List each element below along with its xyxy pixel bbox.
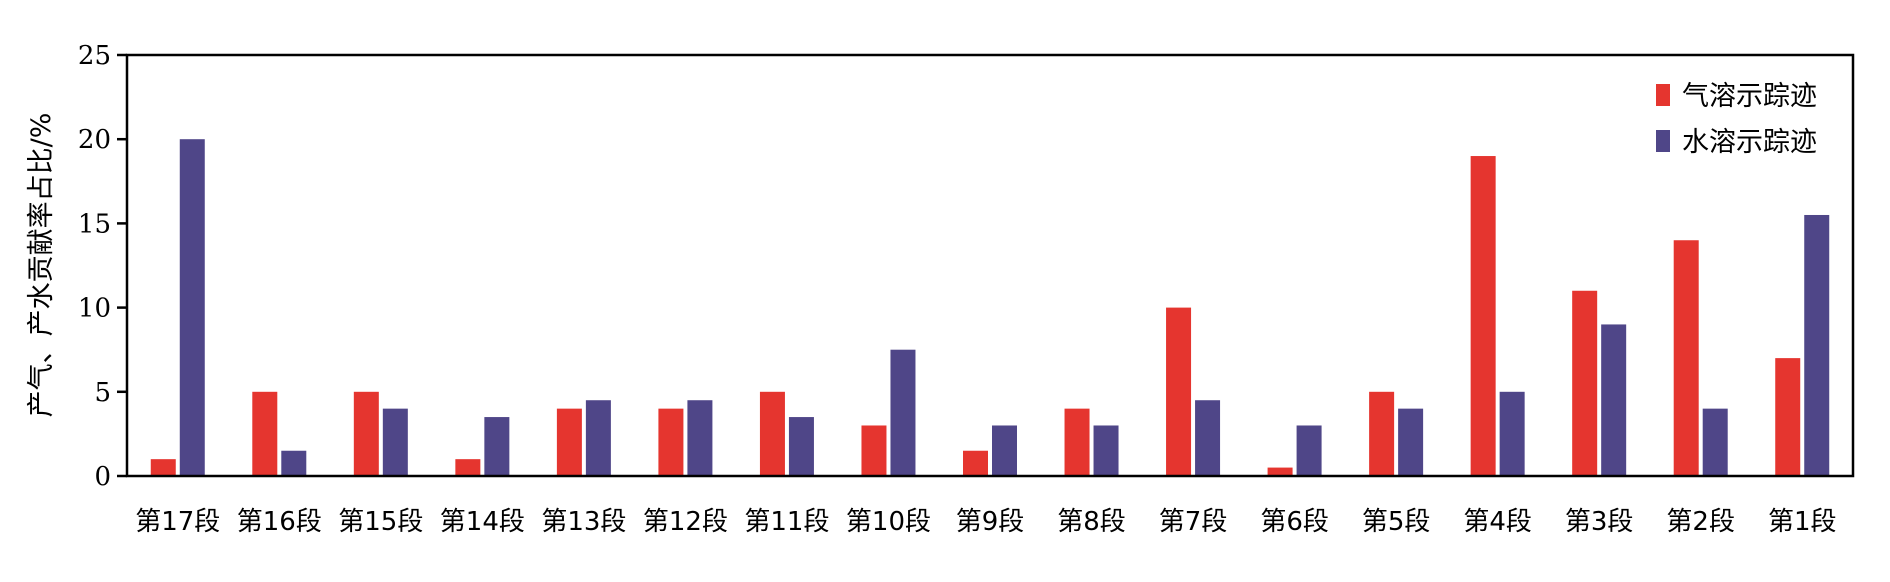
y-axis-ticks: 0 5 10 15 20 25 [78, 41, 127, 492]
bar-water [585, 400, 611, 476]
bar-gas [861, 425, 887, 476]
bar-gas [1572, 290, 1598, 476]
bar-gas [252, 391, 278, 476]
bar-gas [455, 459, 481, 476]
x-category-label: 第7段 [1159, 507, 1228, 537]
bar-water [1702, 408, 1728, 476]
y-tick-label: 25 [78, 41, 111, 71]
bar-water [1601, 324, 1627, 476]
x-category-label: 第10段 [846, 507, 931, 537]
y-tick-label: 10 [78, 294, 111, 324]
bar-gas [1673, 240, 1699, 476]
x-category-label: 第16段 [237, 507, 322, 537]
bar-water [788, 417, 814, 476]
bar-marks [150, 139, 1830, 477]
bar-gas [658, 408, 684, 476]
x-category-label: 第11段 [744, 507, 829, 537]
x-category-label: 第6段 [1260, 507, 1329, 537]
x-category-label: 第5段 [1362, 507, 1431, 537]
y-axis-title: 产气、产水贡献率占比/% [26, 113, 57, 418]
y-tick-label: 15 [78, 209, 111, 239]
bar-water [687, 400, 713, 476]
y-tick-label: 20 [78, 125, 111, 155]
bar-gas [759, 391, 785, 476]
x-category-label: 第3段 [1565, 507, 1634, 537]
bar-gas [1470, 156, 1496, 477]
bar-water [179, 139, 205, 476]
x-category-label: 第12段 [643, 507, 728, 537]
bar-water [1195, 400, 1221, 476]
x-category-label: 第15段 [338, 507, 423, 537]
bar-gas [1775, 358, 1801, 476]
legend-label: 水溶示踪迹 [1682, 127, 1817, 158]
bar-gas [150, 459, 176, 476]
bar-gas [1166, 307, 1192, 476]
bar-water [1296, 425, 1322, 476]
bar-water [992, 425, 1017, 476]
bar-water [1398, 408, 1424, 476]
x-axis-labels: 第17段 第16段 第15段 第14段 第13段 第12段 第11段 第10段 第9段 第8段 第7… [135, 507, 1836, 537]
x-category-label: 第9段 [956, 507, 1025, 537]
bar-water [1093, 425, 1119, 476]
bar-water [1804, 214, 1830, 477]
y-tick-label: 5 [94, 378, 111, 408]
plot-frame [125, 53, 1855, 478]
x-category-label: 第1段 [1768, 507, 1837, 537]
bar-gas [1369, 391, 1395, 476]
bar-water [484, 417, 510, 476]
x-category-label: 第8段 [1057, 507, 1126, 537]
legend-swatch [1656, 130, 1670, 152]
bar-water [1499, 391, 1525, 476]
bar-gas [353, 391, 379, 476]
x-category-label: 第2段 [1666, 507, 1735, 537]
x-category-label: 第13段 [541, 507, 626, 537]
y-tick-label: 0 [94, 462, 111, 492]
legend-swatch [1656, 84, 1670, 106]
bar-water [382, 408, 408, 476]
x-category-label: 第14段 [440, 507, 525, 537]
bar-water [281, 450, 307, 476]
bar-gas [1064, 408, 1090, 476]
bar-gas [1267, 467, 1293, 476]
legend-label: 气溶示踪迹 [1682, 81, 1817, 112]
bar-gas [556, 408, 582, 476]
bar-water [890, 349, 916, 476]
x-category-label: 第4段 [1463, 507, 1532, 537]
x-category-label: 第17段 [135, 507, 220, 537]
bar-gas [963, 450, 988, 476]
